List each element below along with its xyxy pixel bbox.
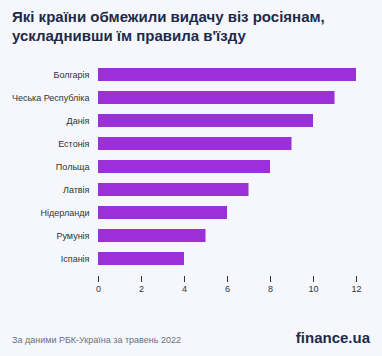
svg-text:4: 4 (182, 283, 187, 293)
html-text:За даними РБК-Україна за траве: За даними РБК-Україна за травень 2022 (12, 335, 181, 345)
svg-text:12: 12 (351, 283, 361, 293)
html-text:finance.ua: finance.ua (295, 329, 370, 346)
svg-text:0: 0 (96, 283, 101, 293)
svg-text:Латвія: Латвія (63, 184, 90, 194)
svg-text:Болгарія: Болгарія (54, 69, 90, 79)
svg-text:Естонія: Естонія (58, 138, 89, 148)
svg-text:Данія: Данія (67, 115, 90, 125)
svg-text:10: 10 (308, 283, 318, 293)
svg-text:6: 6 (225, 283, 230, 293)
html-text:Які країни обмежили видачу віз: Які країни обмежили видачу віз росіянам,… (12, 8, 325, 44)
svg-text:8: 8 (268, 283, 273, 293)
svg-text:Іспанія: Іспанія (61, 253, 90, 263)
svg-text:Румунія: Румунія (56, 230, 89, 240)
svg-text:Польща: Польща (56, 161, 90, 171)
svg-text:Чеська Республіка: Чеська Республіка (12, 92, 90, 102)
svg-text:Нідерланди: Нідерланди (41, 207, 90, 217)
svg-text:2: 2 (139, 283, 144, 293)
